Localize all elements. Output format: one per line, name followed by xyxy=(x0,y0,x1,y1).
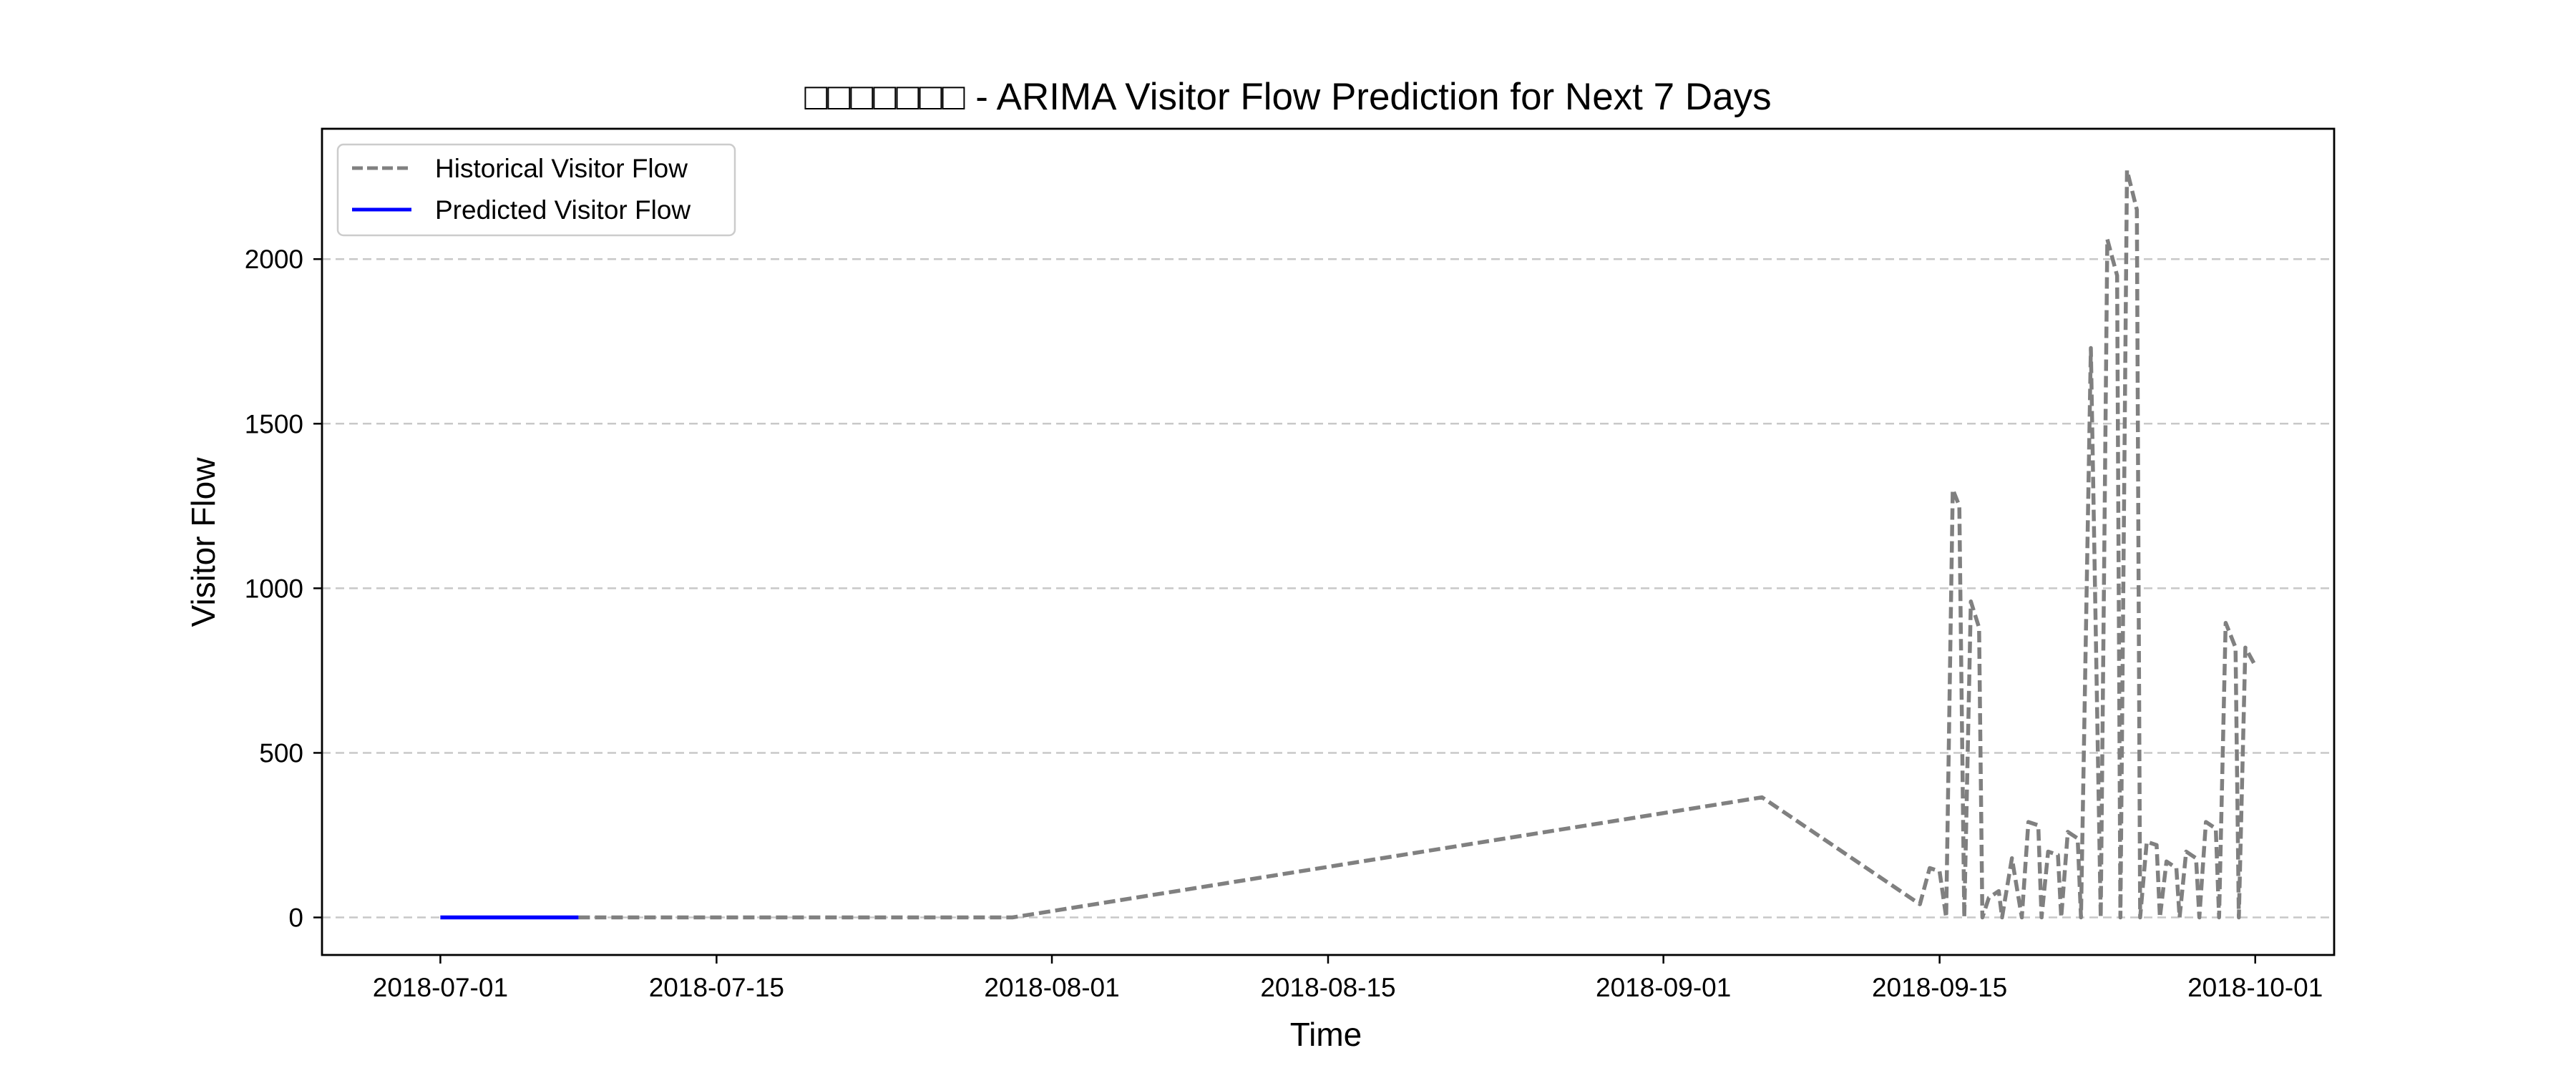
x-axis: 2018-07-01 2018-07-15 2018-08-01 2018-08-15… xyxy=(373,955,2323,1002)
y-tick-label: 0 xyxy=(288,903,303,933)
x-axis-title: Time xyxy=(1290,1016,1362,1053)
legend-historical-label: Historical Visitor Flow xyxy=(435,154,688,183)
series-lines xyxy=(440,168,2258,920)
x-tick-label: 2018-08-15 xyxy=(1260,973,1395,1002)
x-tick-label: 2018-07-15 xyxy=(649,973,784,1002)
y-tick-label: 1500 xyxy=(245,409,303,438)
plot-area-frame xyxy=(321,127,2336,956)
legend-box xyxy=(336,143,736,237)
legend: Historical Visitor Flow Predicted Visito… xyxy=(336,143,736,237)
x-tick-label: 2018-09-01 xyxy=(1596,973,1731,1002)
y-tick-label: 2000 xyxy=(245,245,303,274)
x-tick-label: 2018-07-01 xyxy=(373,973,508,1002)
x-tick-label: 2018-09-15 xyxy=(1872,973,2007,1002)
chart-title: □□□□□□□ - ARIMA Visitor Flow Prediction … xyxy=(804,76,1771,118)
grid-lines xyxy=(322,258,2334,918)
x-tick-label: 2018-10-01 xyxy=(2187,973,2323,1002)
y-tick-label: 500 xyxy=(259,738,303,768)
legend-predicted-label: Predicted Visitor Flow xyxy=(435,195,691,225)
x-tick-label: 2018-08-01 xyxy=(984,973,1119,1002)
historical-series-line xyxy=(578,168,2258,920)
y-axis: 0 500 1000 1500 2000 xyxy=(245,245,322,933)
y-axis-title: Visitor Flow xyxy=(185,457,222,627)
y-tick-label: 1000 xyxy=(245,574,303,603)
